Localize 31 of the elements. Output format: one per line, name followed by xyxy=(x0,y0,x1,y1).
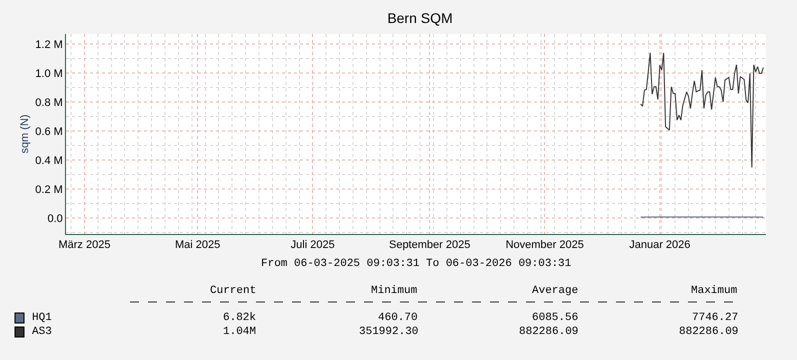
y-tick-label: 0.4 M xyxy=(35,154,63,167)
y-axis-title: sqm (N) xyxy=(18,114,31,154)
text: 1.04M xyxy=(223,326,256,338)
line-series xyxy=(640,52,764,168)
legend-label: HQ1 xyxy=(32,312,52,324)
x-tick-label: März 2025 xyxy=(58,239,110,252)
text: 6085.56 xyxy=(532,312,578,324)
y-tick-label: 0.6 M xyxy=(35,126,63,138)
chart-title: Bern SQM xyxy=(387,10,453,26)
text: 882286.09 xyxy=(679,326,738,338)
text: 460.70 xyxy=(378,312,418,324)
text: Minimum xyxy=(371,285,418,297)
x-tick-label: Januar 2026 xyxy=(629,239,690,252)
text: Current xyxy=(210,285,256,297)
y-tick-label: 0.0 xyxy=(48,212,63,225)
text: 7746.27 xyxy=(692,312,738,324)
y-tick-label: 1.2 M xyxy=(35,38,63,51)
y-tick-label: 1.0 M xyxy=(35,68,63,80)
x-tick-label: Juli 2025 xyxy=(290,239,335,252)
text: 882286.09 xyxy=(519,326,578,338)
x-tick-label: November 2025 xyxy=(506,239,584,252)
text: From 06-03-2025 09:03:31 To 06-03-2026 09:03:31 xyxy=(261,258,572,270)
text: Average xyxy=(532,285,578,297)
y-tick-label: 0.8 M xyxy=(35,96,63,109)
text: Maximum xyxy=(691,285,738,297)
text: 6.82k xyxy=(223,312,256,324)
x-tick-label: Mai 2025 xyxy=(174,239,220,252)
text: 351992.30 xyxy=(359,326,418,338)
y-tick-label: 0.2 M xyxy=(35,184,63,196)
x-tick-label: September 2025 xyxy=(388,239,470,252)
legend-label: AS3 xyxy=(32,326,52,338)
